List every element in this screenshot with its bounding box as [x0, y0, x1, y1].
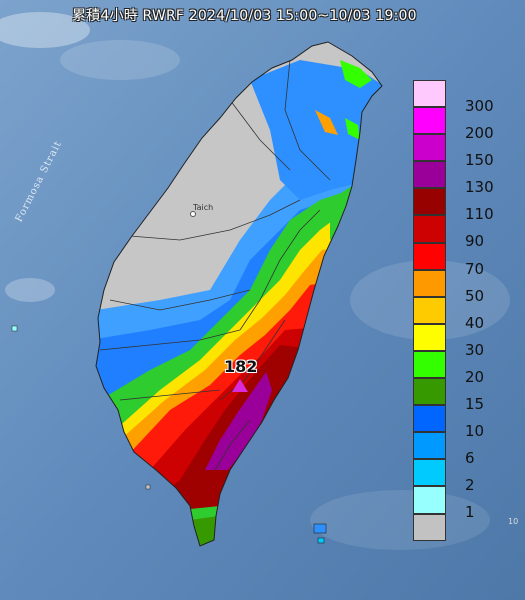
legend-row: 20: [413, 350, 517, 384]
legend-swatch: [413, 513, 446, 541]
legend-swatch: [413, 188, 446, 216]
legend-row: [413, 513, 517, 541]
legend-row: 15: [413, 378, 517, 412]
small-island: [145, 484, 151, 490]
max-value-triangle-icon: [232, 379, 248, 392]
legend-swatch: [413, 405, 446, 433]
max-value-label: 182: [224, 357, 258, 376]
legend-label: 90: [465, 232, 485, 251]
legend-row: 10: [413, 405, 517, 439]
legend-label: 200: [465, 124, 494, 143]
legend-label: 70: [465, 259, 485, 278]
legend-swatch: [413, 296, 446, 324]
legend-row: 110: [413, 188, 517, 222]
legend-row: 6: [413, 432, 517, 466]
legend-swatch: [413, 269, 446, 297]
legend-swatch: [413, 215, 446, 243]
legend-swatch: [413, 350, 446, 379]
penghu-island: [11, 325, 18, 332]
legend-row: 2: [413, 459, 517, 493]
city-label: Taich: [193, 203, 214, 212]
legend-label: 110: [465, 205, 494, 224]
legend-row: 40: [413, 296, 517, 330]
legend: 300 200 150 130 110 90 70 50 40 30 20 15 10 6 2 1: [413, 80, 517, 541]
legend-label: 50: [465, 286, 485, 305]
legend-swatch: [413, 459, 446, 487]
legend-swatch: [413, 378, 446, 406]
legend-swatch: [413, 107, 446, 135]
legend-row: 50: [413, 269, 517, 303]
legend-swatch: [413, 242, 446, 270]
legend-row: 70: [413, 242, 517, 276]
legend-swatch: [413, 432, 446, 460]
orchid-island: [317, 537, 325, 544]
legend-swatch: [413, 486, 446, 514]
cloud-patch: [60, 40, 180, 80]
map-title: 累積4小時 RWRF 2024/10/03 15:00~10/03 19:00: [72, 8, 417, 24]
legend-row: 200: [413, 107, 517, 141]
island-outline: [95, 41, 383, 547]
legend-row: 300: [413, 80, 517, 114]
legend-row: 90: [413, 215, 517, 249]
legend-label: 2: [465, 476, 475, 495]
legend-label: 10: [465, 422, 485, 441]
legend-swatch: [413, 80, 446, 108]
legend-label: 1: [465, 503, 475, 522]
legend-swatch: [413, 161, 446, 189]
legend-label: 130: [465, 178, 494, 197]
legend-label: 300: [465, 97, 494, 115]
cloud-patch: [0, 12, 90, 48]
green-island: [313, 523, 327, 534]
legend-label: 150: [465, 151, 494, 170]
legend-label: 40: [465, 313, 485, 332]
legend-label: 15: [465, 395, 485, 414]
cloud-patch: [5, 278, 55, 302]
legend-row: 1: [413, 486, 517, 520]
legend-swatch: [413, 323, 446, 351]
legend-label: 20: [465, 367, 485, 386]
legend-label: 6: [465, 449, 475, 468]
legend-swatch: [413, 134, 446, 162]
legend-row: 150: [413, 134, 517, 168]
edge-number: 10: [508, 517, 519, 526]
legend-row: 30: [413, 323, 517, 357]
legend-row: 130: [413, 161, 517, 195]
legend-label: 30: [465, 340, 485, 359]
city-marker-icon: [190, 211, 196, 217]
